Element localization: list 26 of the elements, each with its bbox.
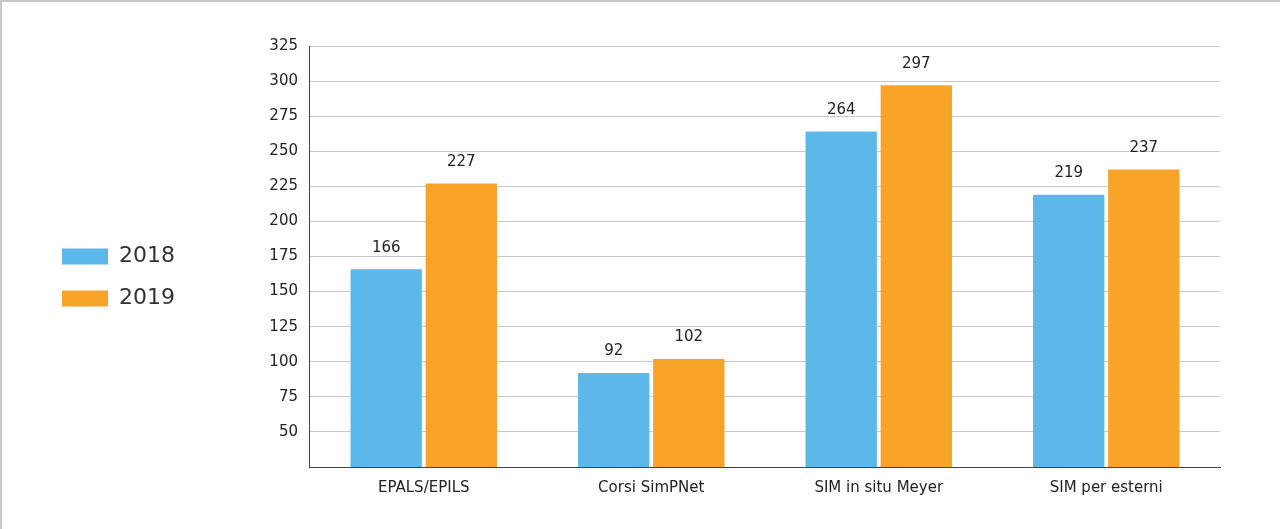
x-tick-label: Corsi SimPNet [598, 477, 705, 496]
data-label: 237 [1129, 137, 1159, 156]
y-tick-label: 250 [269, 141, 298, 160]
x-tick-label: SIM per esterni [1049, 477, 1163, 496]
data-label: 102 [674, 327, 704, 346]
legend-label: 2019 [119, 284, 175, 310]
y-tick-label: 50 [278, 421, 298, 440]
legend-label: 2018 [119, 242, 175, 268]
data-label: 264 [826, 99, 856, 118]
data-label: 297 [901, 53, 931, 72]
y-tick-label: 325 [269, 35, 298, 54]
y-tick-label: 300 [269, 70, 298, 89]
y-tick-label: 275 [269, 106, 298, 125]
y-tick-label: 125 [269, 316, 298, 335]
y-tick-label: 100 [269, 351, 298, 370]
y-tick-label: 225 [269, 176, 298, 195]
y-tick-label: 200 [269, 211, 298, 230]
data-label: 219 [1054, 163, 1084, 182]
y-tick-label: 150 [269, 281, 298, 300]
x-tick-label: SIM in situ Meyer [814, 477, 944, 496]
data-label: 166 [371, 237, 401, 256]
x-tick-label: EPALS/EPILS [377, 477, 470, 496]
data-label: 227 [446, 151, 476, 170]
y-tick-label: 75 [278, 386, 298, 405]
y-tick-label: 175 [269, 246, 298, 265]
data-label: 92 [604, 341, 624, 360]
